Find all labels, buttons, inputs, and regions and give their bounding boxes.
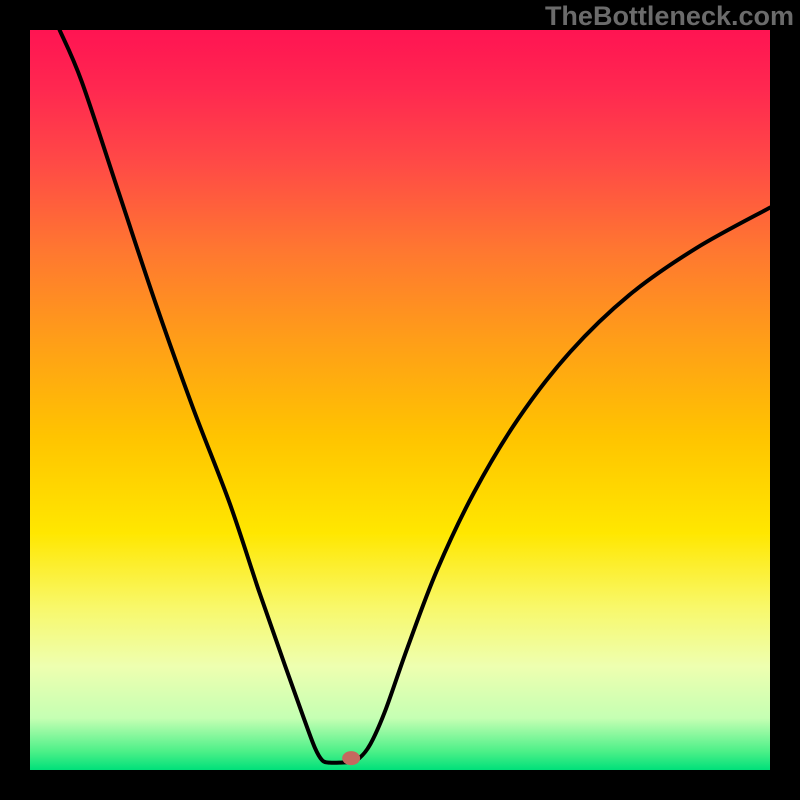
optimum-marker [342,751,360,765]
bottleneck-chart [30,30,770,770]
chart-background [30,30,770,770]
watermark-text: TheBottleneck.com [519,2,794,30]
